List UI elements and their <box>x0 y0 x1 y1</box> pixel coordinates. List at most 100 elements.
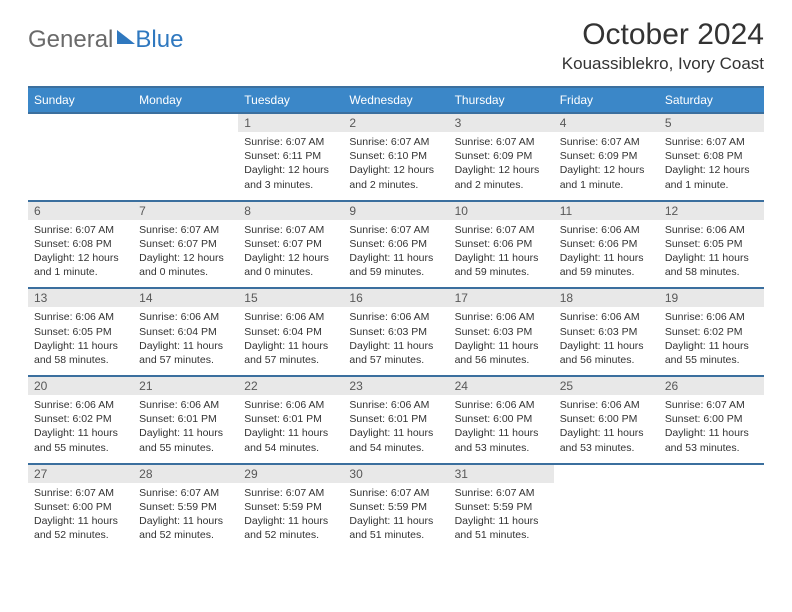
day-number: 6 <box>28 202 133 220</box>
title-block: October 2024 Kouassiblekro, Ivory Coast <box>562 18 764 74</box>
day-number: 19 <box>659 289 764 307</box>
day-cell: 21Sunrise: 6:06 AMSunset: 6:01 PMDayligh… <box>133 376 238 464</box>
day-details: Sunrise: 6:06 AMSunset: 6:00 PMDaylight:… <box>554 395 659 463</box>
day-header-tuesday: Tuesday <box>238 87 343 113</box>
day-cell: 9Sunrise: 6:07 AMSunset: 6:06 PMDaylight… <box>343 201 448 289</box>
day-cell <box>28 113 133 201</box>
day-cell: 28Sunrise: 6:07 AMSunset: 5:59 PMDayligh… <box>133 464 238 551</box>
day-header-monday: Monday <box>133 87 238 113</box>
day-number: 2 <box>343 114 448 132</box>
day-details: Sunrise: 6:06 AMSunset: 6:02 PMDaylight:… <box>28 395 133 463</box>
day-number: 4 <box>554 114 659 132</box>
day-number: 26 <box>659 377 764 395</box>
day-number: 22 <box>238 377 343 395</box>
day-number: 3 <box>449 114 554 132</box>
day-cell: 1Sunrise: 6:07 AMSunset: 6:11 PMDaylight… <box>238 113 343 201</box>
day-details: Sunrise: 6:06 AMSunset: 6:05 PMDaylight:… <box>659 220 764 288</box>
day-details: Sunrise: 6:07 AMSunset: 6:08 PMDaylight:… <box>659 132 764 200</box>
day-number: 29 <box>238 465 343 483</box>
logo: General Blue <box>28 26 183 54</box>
day-details: Sunrise: 6:07 AMSunset: 6:07 PMDaylight:… <box>133 220 238 288</box>
day-number: 11 <box>554 202 659 220</box>
day-cell: 26Sunrise: 6:07 AMSunset: 6:00 PMDayligh… <box>659 376 764 464</box>
day-number: 21 <box>133 377 238 395</box>
day-number: 24 <box>449 377 554 395</box>
day-details: Sunrise: 6:07 AMSunset: 5:59 PMDaylight:… <box>343 483 448 551</box>
day-cell <box>554 464 659 551</box>
day-cell: 4Sunrise: 6:07 AMSunset: 6:09 PMDaylight… <box>554 113 659 201</box>
day-cell: 15Sunrise: 6:06 AMSunset: 6:04 PMDayligh… <box>238 288 343 376</box>
day-details: Sunrise: 6:07 AMSunset: 6:11 PMDaylight:… <box>238 132 343 200</box>
day-number: 17 <box>449 289 554 307</box>
day-number: 7 <box>133 202 238 220</box>
day-details: Sunrise: 6:07 AMSunset: 5:59 PMDaylight:… <box>449 483 554 551</box>
day-header-row: SundayMondayTuesdayWednesdayThursdayFrid… <box>28 87 764 113</box>
day-cell: 6Sunrise: 6:07 AMSunset: 6:08 PMDaylight… <box>28 201 133 289</box>
day-details: Sunrise: 6:06 AMSunset: 6:05 PMDaylight:… <box>28 307 133 375</box>
day-details: Sunrise: 6:07 AMSunset: 6:09 PMDaylight:… <box>554 132 659 200</box>
day-cell: 23Sunrise: 6:06 AMSunset: 6:01 PMDayligh… <box>343 376 448 464</box>
day-number: 9 <box>343 202 448 220</box>
week-row: 27Sunrise: 6:07 AMSunset: 6:00 PMDayligh… <box>28 464 764 551</box>
day-number: 30 <box>343 465 448 483</box>
day-header-friday: Friday <box>554 87 659 113</box>
day-details: Sunrise: 6:06 AMSunset: 6:01 PMDaylight:… <box>343 395 448 463</box>
day-details: Sunrise: 6:07 AMSunset: 6:00 PMDaylight:… <box>659 395 764 463</box>
day-cell: 5Sunrise: 6:07 AMSunset: 6:08 PMDaylight… <box>659 113 764 201</box>
day-number: 16 <box>343 289 448 307</box>
day-header-saturday: Saturday <box>659 87 764 113</box>
day-number: 27 <box>28 465 133 483</box>
day-cell: 14Sunrise: 6:06 AMSunset: 6:04 PMDayligh… <box>133 288 238 376</box>
day-details: Sunrise: 6:06 AMSunset: 6:01 PMDaylight:… <box>133 395 238 463</box>
day-cell: 7Sunrise: 6:07 AMSunset: 6:07 PMDaylight… <box>133 201 238 289</box>
day-details: Sunrise: 6:06 AMSunset: 6:03 PMDaylight:… <box>554 307 659 375</box>
logo-triangle-icon <box>117 30 135 44</box>
day-details: Sunrise: 6:07 AMSunset: 6:09 PMDaylight:… <box>449 132 554 200</box>
day-details: Sunrise: 6:06 AMSunset: 6:02 PMDaylight:… <box>659 307 764 375</box>
day-cell: 16Sunrise: 6:06 AMSunset: 6:03 PMDayligh… <box>343 288 448 376</box>
day-cell: 18Sunrise: 6:06 AMSunset: 6:03 PMDayligh… <box>554 288 659 376</box>
day-details: Sunrise: 6:07 AMSunset: 5:59 PMDaylight:… <box>133 483 238 551</box>
day-details: Sunrise: 6:06 AMSunset: 6:04 PMDaylight:… <box>238 307 343 375</box>
day-number: 18 <box>554 289 659 307</box>
day-details: Sunrise: 6:07 AMSunset: 6:00 PMDaylight:… <box>28 483 133 551</box>
day-cell: 19Sunrise: 6:06 AMSunset: 6:02 PMDayligh… <box>659 288 764 376</box>
day-cell: 27Sunrise: 6:07 AMSunset: 6:00 PMDayligh… <box>28 464 133 551</box>
day-number: 23 <box>343 377 448 395</box>
day-details: Sunrise: 6:06 AMSunset: 6:01 PMDaylight:… <box>238 395 343 463</box>
day-cell: 11Sunrise: 6:06 AMSunset: 6:06 PMDayligh… <box>554 201 659 289</box>
day-number: 1 <box>238 114 343 132</box>
day-cell: 20Sunrise: 6:06 AMSunset: 6:02 PMDayligh… <box>28 376 133 464</box>
logo-text-general: General <box>28 26 113 54</box>
header: General Blue October 2024 Kouassiblekro,… <box>28 18 764 74</box>
day-cell: 8Sunrise: 6:07 AMSunset: 6:07 PMDaylight… <box>238 201 343 289</box>
calendar-table: SundayMondayTuesdayWednesdayThursdayFrid… <box>28 86 764 550</box>
day-number: 31 <box>449 465 554 483</box>
day-cell: 17Sunrise: 6:06 AMSunset: 6:03 PMDayligh… <box>449 288 554 376</box>
week-row: 20Sunrise: 6:06 AMSunset: 6:02 PMDayligh… <box>28 376 764 464</box>
day-cell: 13Sunrise: 6:06 AMSunset: 6:05 PMDayligh… <box>28 288 133 376</box>
day-cell <box>133 113 238 201</box>
day-details: Sunrise: 6:07 AMSunset: 6:08 PMDaylight:… <box>28 220 133 288</box>
day-number: 10 <box>449 202 554 220</box>
day-cell: 3Sunrise: 6:07 AMSunset: 6:09 PMDaylight… <box>449 113 554 201</box>
day-cell <box>659 464 764 551</box>
day-details: Sunrise: 6:07 AMSunset: 6:06 PMDaylight:… <box>449 220 554 288</box>
day-details: Sunrise: 6:07 AMSunset: 6:10 PMDaylight:… <box>343 132 448 200</box>
day-number: 8 <box>238 202 343 220</box>
month-title: October 2024 <box>562 18 764 52</box>
day-details: Sunrise: 6:07 AMSunset: 5:59 PMDaylight:… <box>238 483 343 551</box>
day-number: 12 <box>659 202 764 220</box>
day-number: 14 <box>133 289 238 307</box>
day-cell: 12Sunrise: 6:06 AMSunset: 6:05 PMDayligh… <box>659 201 764 289</box>
day-number: 15 <box>238 289 343 307</box>
day-number: 13 <box>28 289 133 307</box>
day-header-sunday: Sunday <box>28 87 133 113</box>
day-number: 25 <box>554 377 659 395</box>
day-number: 28 <box>133 465 238 483</box>
day-cell: 30Sunrise: 6:07 AMSunset: 5:59 PMDayligh… <box>343 464 448 551</box>
week-row: 1Sunrise: 6:07 AMSunset: 6:11 PMDaylight… <box>28 113 764 201</box>
day-cell: 24Sunrise: 6:06 AMSunset: 6:00 PMDayligh… <box>449 376 554 464</box>
day-cell: 31Sunrise: 6:07 AMSunset: 5:59 PMDayligh… <box>449 464 554 551</box>
week-row: 6Sunrise: 6:07 AMSunset: 6:08 PMDaylight… <box>28 201 764 289</box>
